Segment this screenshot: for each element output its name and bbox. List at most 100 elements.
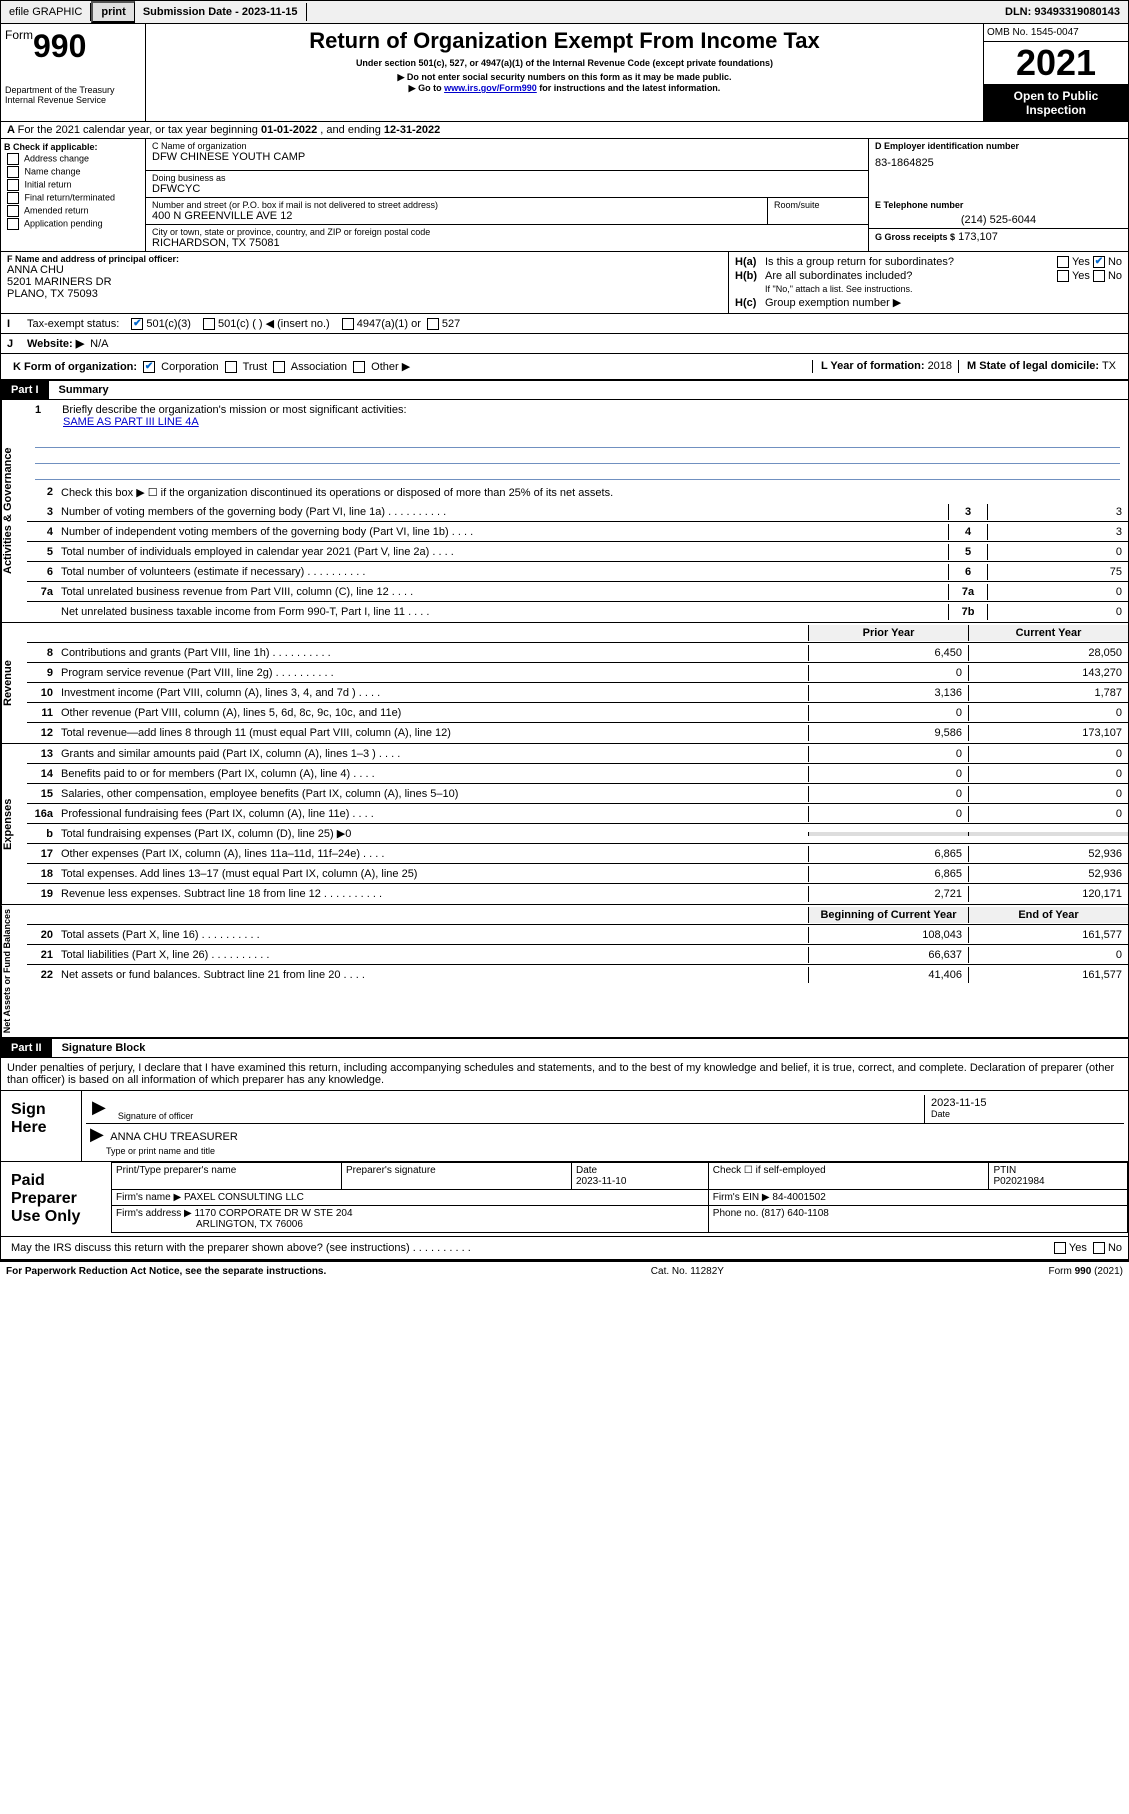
b-opt-1: Name change [25,166,81,176]
public-inspection: Open to Public Inspection [984,85,1128,121]
assoc-checkbox[interactable] [273,361,285,373]
a-end: 12-31-2022 [384,124,440,136]
501c-checkbox[interactable] [203,318,215,330]
hdr-prior: Prior Year [808,625,968,641]
l18-desc: Total expenses. Add lines 13–17 (must eq… [57,866,808,882]
l19-curr: 120,171 [968,886,1128,902]
527-checkbox[interactable] [427,318,439,330]
discuss-yes-checkbox[interactable] [1054,1242,1066,1254]
g-label: G Gross receipts $ [875,232,955,242]
ha-no-checkbox[interactable] [1093,256,1105,268]
l22-prior: 41,406 [808,967,968,983]
final-return-checkbox[interactable] [7,192,19,204]
hb-no-checkbox[interactable] [1093,270,1105,282]
k-corp: Corporation [161,361,218,373]
l17-curr: 52,936 [968,846,1128,862]
l7a-desc: Total unrelated business revenue from Pa… [57,584,948,600]
l16a-desc: Professional fundraising fees (Part IX, … [57,806,808,822]
prep-date-label: Date [576,1165,597,1176]
l20-prior: 108,043 [808,927,968,943]
form-prefix: Form [5,28,33,42]
l19-desc: Revenue less expenses. Subtract line 18 … [57,886,808,902]
l11-num: 11 [27,705,57,721]
l17-num: 17 [27,846,57,862]
officer-addr1: 5201 MARINERS DR [7,276,722,288]
l7b-num [27,610,57,614]
a-begin: 01-01-2022 [261,124,317,136]
hb-yes: Yes [1072,270,1090,282]
discuss-no-checkbox[interactable] [1093,1242,1105,1254]
l14-curr: 0 [968,766,1128,782]
hb-label: H(b) [735,270,765,282]
l21-num: 21 [27,947,57,963]
4947-checkbox[interactable] [342,318,354,330]
name-change-checkbox[interactable] [7,166,19,178]
gross-receipts: 173,107 [958,231,998,243]
l1-desc: Briefly describe the organization's miss… [62,404,406,416]
section-i: I Tax-exempt status: 501(c)(3) 501(c) ( … [0,314,1129,334]
irs-link[interactable]: www.irs.gov/Form990 [444,83,537,93]
net-tab: Net Assets or Fund Balances [1,905,27,1037]
l13-num: 13 [27,746,57,762]
l11-prior: 0 [808,705,968,721]
form-note2: ▶ Go to www.irs.gov/Form990 for instruct… [150,83,979,94]
print-button[interactable]: print [91,1,134,23]
l9-curr: 143,270 [968,665,1128,681]
form-ref: Form 990 (2021) [1049,1266,1123,1277]
officer-addr2: PLANO, TX 75093 [7,288,722,300]
phone-label: Phone no. [713,1208,759,1219]
sign-here-label: Sign Here [1,1091,81,1161]
l16b-prior [808,832,968,836]
form-title: Return of Organization Exempt From Incom… [150,28,979,54]
ha-yes: Yes [1072,256,1090,268]
firm-addr1: 1170 CORPORATE DR W STE 204 [195,1208,353,1219]
l18-curr: 52,936 [968,866,1128,882]
mission-link[interactable]: SAME AS PART III LINE 4A [63,416,199,428]
corp-checkbox[interactable] [143,361,155,373]
form-number: 990 [33,28,86,64]
l3-box: 3 [948,504,988,520]
l11-desc: Other revenue (Part VIII, column (A), li… [57,705,808,721]
j-label: J [7,338,27,350]
l10-curr: 1,787 [968,685,1128,701]
l5-desc: Total number of individuals employed in … [57,544,948,560]
mission-line-1 [35,434,1120,448]
addr-change-checkbox[interactable] [7,153,19,165]
trust-checkbox[interactable] [225,361,237,373]
l19-num: 19 [27,886,57,902]
firm-addr-label: Firm's address ▶ [116,1208,192,1219]
ha-yes-checkbox[interactable] [1057,256,1069,268]
l22-desc: Net assets or fund balances. Subtract li… [57,967,808,983]
other-checkbox[interactable] [353,361,365,373]
website-value: N/A [90,338,108,350]
l3-desc: Number of voting members of the governin… [57,504,948,520]
sig-date: 2023-11-15 [931,1097,1118,1109]
street-value: 400 N GREENVILLE AVE 12 [152,210,761,222]
f-label: F Name and address of principal officer: [7,254,722,264]
l20-curr: 161,577 [968,927,1128,943]
l16a-curr: 0 [968,806,1128,822]
b-label: B Check if applicable: [4,142,142,152]
hb-note: If "No," attach a list. See instructions… [735,284,1122,294]
firm-name: PAXEL CONSULTING LLC [184,1192,304,1203]
app-pending-checkbox[interactable] [7,218,19,230]
l22-curr: 161,577 [968,967,1128,983]
c-label: C Name of organization [152,141,862,151]
initial-return-checkbox[interactable] [7,179,19,191]
l4-num: 4 [27,524,57,540]
phone-value: (817) 640-1108 [761,1208,829,1219]
note2-post: for instructions and the latest informat… [537,83,721,93]
501c3-checkbox[interactable] [131,318,143,330]
f-h-block: F Name and address of principal officer:… [0,252,1129,314]
part1-title: Summary [49,381,1128,399]
l10-desc: Investment income (Part VIII, column (A)… [57,685,808,701]
hb-yes-checkbox[interactable] [1057,270,1069,282]
l22-num: 22 [27,967,57,983]
l12-num: 12 [27,725,57,741]
expenses-section: Expenses 13Grants and similar amounts pa… [0,744,1129,905]
amended-return-checkbox[interactable] [7,205,19,217]
note2-pre: ▶ Go to [409,83,444,93]
l5-num: 5 [27,544,57,560]
l6-val: 75 [988,564,1128,580]
submission-date: Submission Date - 2023-11-15 [135,3,307,21]
